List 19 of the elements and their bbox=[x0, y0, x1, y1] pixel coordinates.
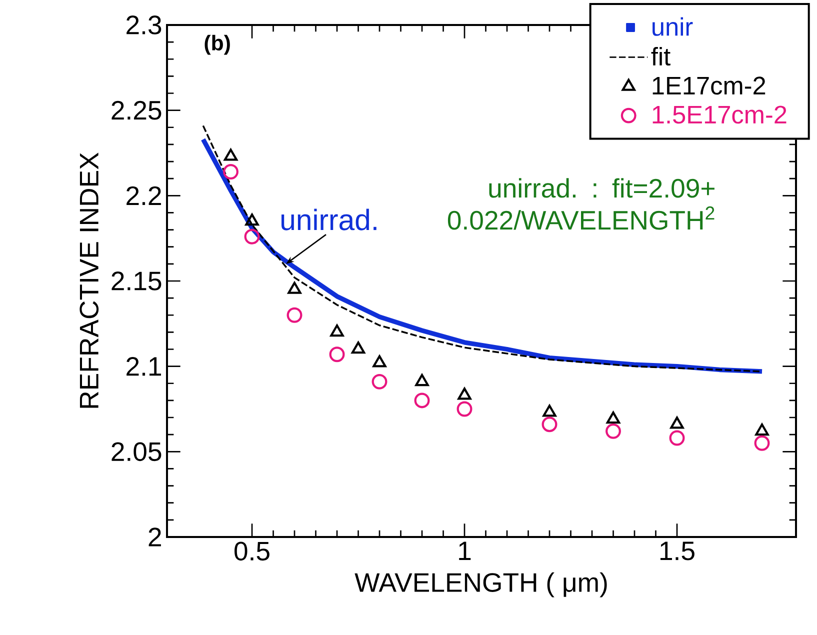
y-tick-label: 2 bbox=[148, 528, 161, 546]
annotation: (b) bbox=[204, 34, 230, 55]
x-axis-title: WAVELENGTH ( μm) bbox=[354, 572, 607, 598]
x-tick-label: 0.5 bbox=[234, 542, 270, 561]
y-tick-label: 2.1 bbox=[126, 357, 161, 376]
y-axis-title: REFRACTIVE INDEX bbox=[80, 152, 99, 408]
y-tick-label: 2.05 bbox=[112, 442, 162, 462]
legend-label: 1E17cm-2 bbox=[652, 76, 766, 95]
y-tick-label: 2.15 bbox=[112, 272, 162, 290]
legend-label: 1.5E17cm-2 bbox=[652, 106, 786, 124]
x-tick-label: 1 bbox=[459, 542, 471, 560]
x-tick-label: 1.5 bbox=[660, 542, 694, 560]
y-tick-label: 2.25 bbox=[112, 100, 162, 120]
y-tick-label: 2.2 bbox=[126, 186, 161, 205]
legend-label: unir bbox=[652, 17, 693, 36]
annotation: unirrad. bbox=[282, 208, 376, 230]
y-tick-label: 2.3 bbox=[126, 16, 162, 34]
legend-label: fit bbox=[651, 46, 670, 66]
annotation: unirrad. : fit=2.09+ 0.022/WAVELENGTH$^{2}$ bbox=[448, 178, 714, 230]
